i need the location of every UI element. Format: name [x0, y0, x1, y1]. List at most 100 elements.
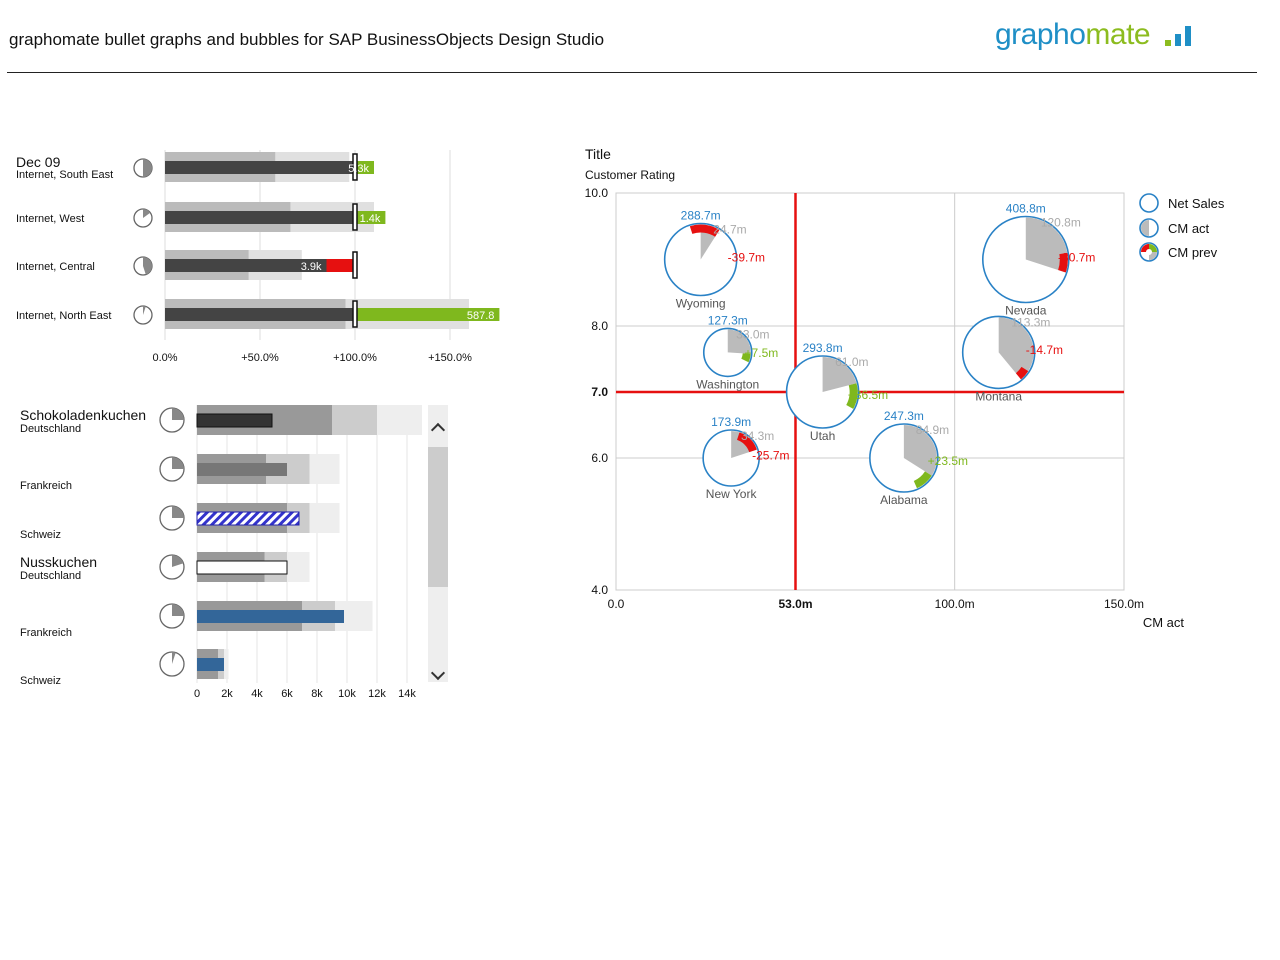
- target-marker: [352, 203, 358, 231]
- chart-title: Title: [585, 146, 611, 162]
- net-sales-label: 247.3m: [884, 409, 924, 423]
- row-pie-icon-slice: [172, 604, 184, 616]
- header-divider: [7, 72, 1257, 73]
- row-pie-icon-slice: [172, 408, 184, 420]
- scroll-down-button[interactable]: [428, 663, 448, 683]
- cm-act-label: 113.3m: [1011, 315, 1050, 329]
- net-sales-label: 293.8m: [803, 341, 843, 355]
- x-tick-label: 100.0m: [935, 597, 975, 611]
- row-pie-icon-slice: [143, 209, 151, 218]
- x-tick-label: 14k: [398, 688, 416, 700]
- target-marker: [352, 153, 358, 181]
- bubble-name-label: Wyoming: [676, 297, 726, 311]
- row-label: Schweiz: [20, 529, 61, 541]
- bubble-cm-delta: [741, 353, 751, 363]
- legend-label: Net Sales: [1168, 196, 1225, 211]
- bubble-cm-delta: [846, 383, 858, 409]
- value-label: 587.8: [467, 310, 495, 322]
- x-tick-label: 150.0m: [1104, 597, 1144, 611]
- x-tick-label: 12k: [368, 688, 386, 700]
- group-label: Schokoladenkuchen: [20, 407, 146, 423]
- actual-bar: [165, 259, 327, 272]
- logo-text-part1: grapho: [995, 18, 1086, 51]
- actual-bar: [196, 511, 300, 526]
- bubble-name-label: Utah: [810, 429, 835, 443]
- group-label: Dec 09: [16, 154, 61, 170]
- actual-bar: [197, 610, 344, 623]
- x-tick-label: 4k: [251, 688, 263, 700]
- bubble-montana: 113.3m -14.7m Montana: [961, 315, 1063, 403]
- x-tick-label: +100.0%: [333, 352, 377, 364]
- legend-cm-prev-mid: [1148, 251, 1157, 260]
- row-pie-icon-slice: [172, 555, 184, 567]
- row-pie-icon-slice: [172, 506, 184, 518]
- scroll-thumb[interactable]: [428, 447, 448, 587]
- row-label: Deutschland: [20, 423, 81, 435]
- row-label: Schweiz: [20, 675, 61, 687]
- net-sales-label: 408.8m: [1006, 202, 1046, 216]
- bubble-cm-act: [998, 317, 1034, 380]
- variance-bar: [355, 211, 386, 224]
- chevron-up-icon: [430, 422, 446, 438]
- cm-act-label: 61.0m: [835, 355, 868, 369]
- row-label: Internet, West: [16, 213, 84, 225]
- cm-delta-label: +36.5m: [848, 388, 888, 402]
- cm-delta-label: -30.7m: [1058, 251, 1095, 265]
- group-label: Nusskuchen: [20, 554, 97, 570]
- row-pie-icon-slice: [143, 257, 152, 275]
- actual-bar: [165, 161, 355, 174]
- net-sales-label: 127.3m: [708, 313, 748, 327]
- y-tick-label: 10.0: [585, 186, 609, 200]
- scroll-up-button[interactable]: [428, 419, 448, 439]
- target-marker: [352, 251, 358, 279]
- row-label: Frankreich: [20, 480, 72, 492]
- scrollbar[interactable]: [428, 405, 448, 682]
- actual-bar: [196, 560, 288, 575]
- y-tick-label: 8.0: [591, 319, 608, 333]
- actual-bar: [165, 211, 355, 224]
- bubble-name-label: Washington: [696, 377, 759, 391]
- legend-cm-prev-pos: [1148, 244, 1157, 253]
- cm-act-label: 120.8m: [1041, 216, 1081, 230]
- bubble-cm-act: [822, 357, 857, 392]
- x-tick-label: 8k: [311, 688, 323, 700]
- bubble-name-label: Alabama: [880, 493, 928, 507]
- cm-delta-label: +7.5m: [745, 346, 779, 360]
- x-tick-label: 10k: [338, 688, 356, 700]
- y-axis-label: Customer Rating: [585, 168, 675, 182]
- logo-bars-icon: [1165, 26, 1191, 46]
- row-pie-icon-slice: [172, 457, 184, 469]
- actual-bar: [196, 413, 273, 428]
- net-sales-label: 173.9m: [711, 415, 751, 429]
- page-title: graphomate bullet graphs and bubbles for…: [9, 30, 605, 49]
- value-label: 3.9k: [301, 261, 322, 273]
- legend-net-sales-swatch: [1139, 193, 1159, 213]
- cm-delta-label: +23.5m: [928, 454, 968, 468]
- legend-label: CM prev: [1168, 245, 1218, 260]
- value-label: 5.3k: [348, 163, 369, 175]
- x-tick-label: 0.0: [608, 597, 625, 611]
- variance-bar: [355, 308, 500, 321]
- cm-act-label: 33.0m: [736, 327, 769, 341]
- x-tick-label: 6k: [281, 688, 293, 700]
- bubble-cm-act: [727, 329, 751, 354]
- x-tick-label: +150.0%: [428, 352, 472, 364]
- row-label: Internet, North East: [16, 310, 111, 322]
- row-pie-icon-slice: [143, 159, 152, 177]
- bubble-cm-delta: [913, 471, 932, 489]
- bubble-name-label: New York: [706, 487, 758, 501]
- y-tick-label: 6.0: [591, 451, 608, 465]
- row-label: Internet, Central: [16, 261, 95, 273]
- x-tick-label: 0: [194, 688, 200, 700]
- actual-bar: [165, 308, 355, 321]
- bubble-cm-delta: [689, 224, 720, 237]
- row-pie-icon-slice: [143, 306, 146, 315]
- legend-cm-prev-neg: [1141, 244, 1150, 253]
- row-label: Deutschland: [20, 570, 81, 582]
- row-label: Frankreich: [20, 627, 72, 639]
- y-tick-label: 4.0: [591, 583, 608, 597]
- bubble-cm-delta: [1015, 366, 1029, 380]
- bubble-cm-act: [1025, 217, 1068, 273]
